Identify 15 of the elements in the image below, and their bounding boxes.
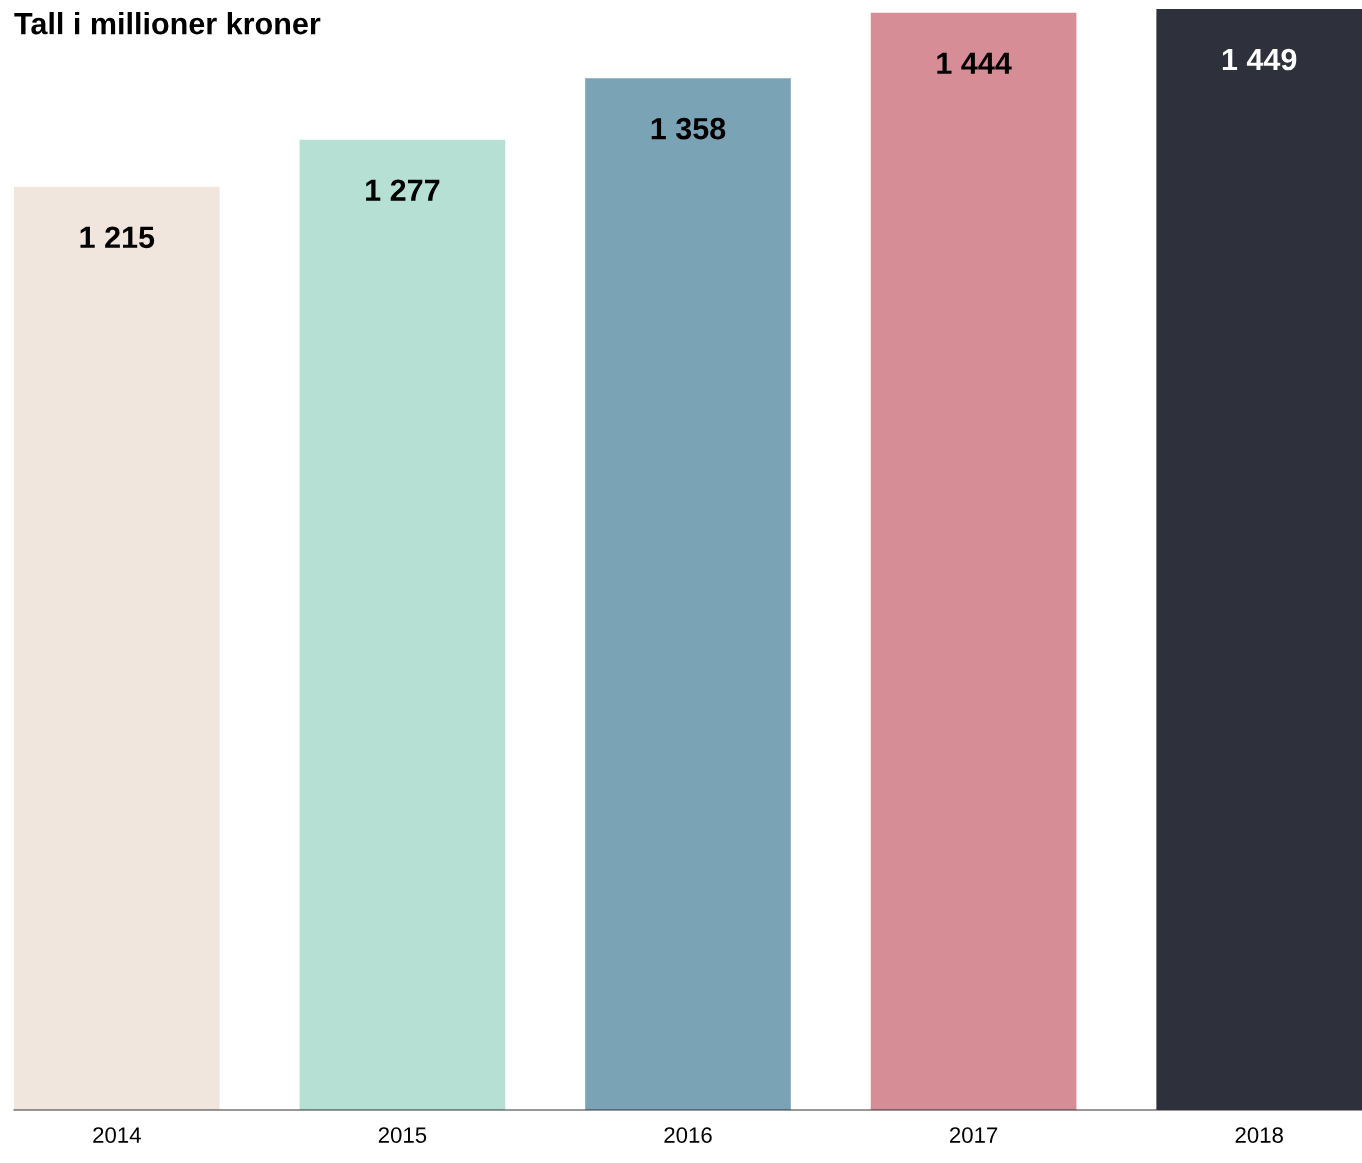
data-label: 1 444 — [937, 52, 1012, 74]
data-label: 1 449 — [1222, 48, 1297, 71]
x-tick-label: 2017 — [950, 1127, 998, 1143]
x-tick-label: 2015 — [378, 1127, 427, 1143]
data-label: 1 358 — [651, 117, 726, 140]
bar — [870, 12, 1077, 1110]
chart-title: Tall i millioner kroner — [14, 12, 321, 35]
bar — [14, 186, 220, 1110]
x-tick-label: 2018 — [1235, 1127, 1283, 1143]
data-label: 1 277 — [366, 179, 440, 201]
x-tick-label: 2016 — [664, 1127, 712, 1143]
bar — [299, 139, 506, 1110]
bar — [585, 78, 791, 1110]
x-tick-label: 2014 — [93, 1127, 141, 1143]
data-label: 1 215 — [80, 226, 155, 249]
